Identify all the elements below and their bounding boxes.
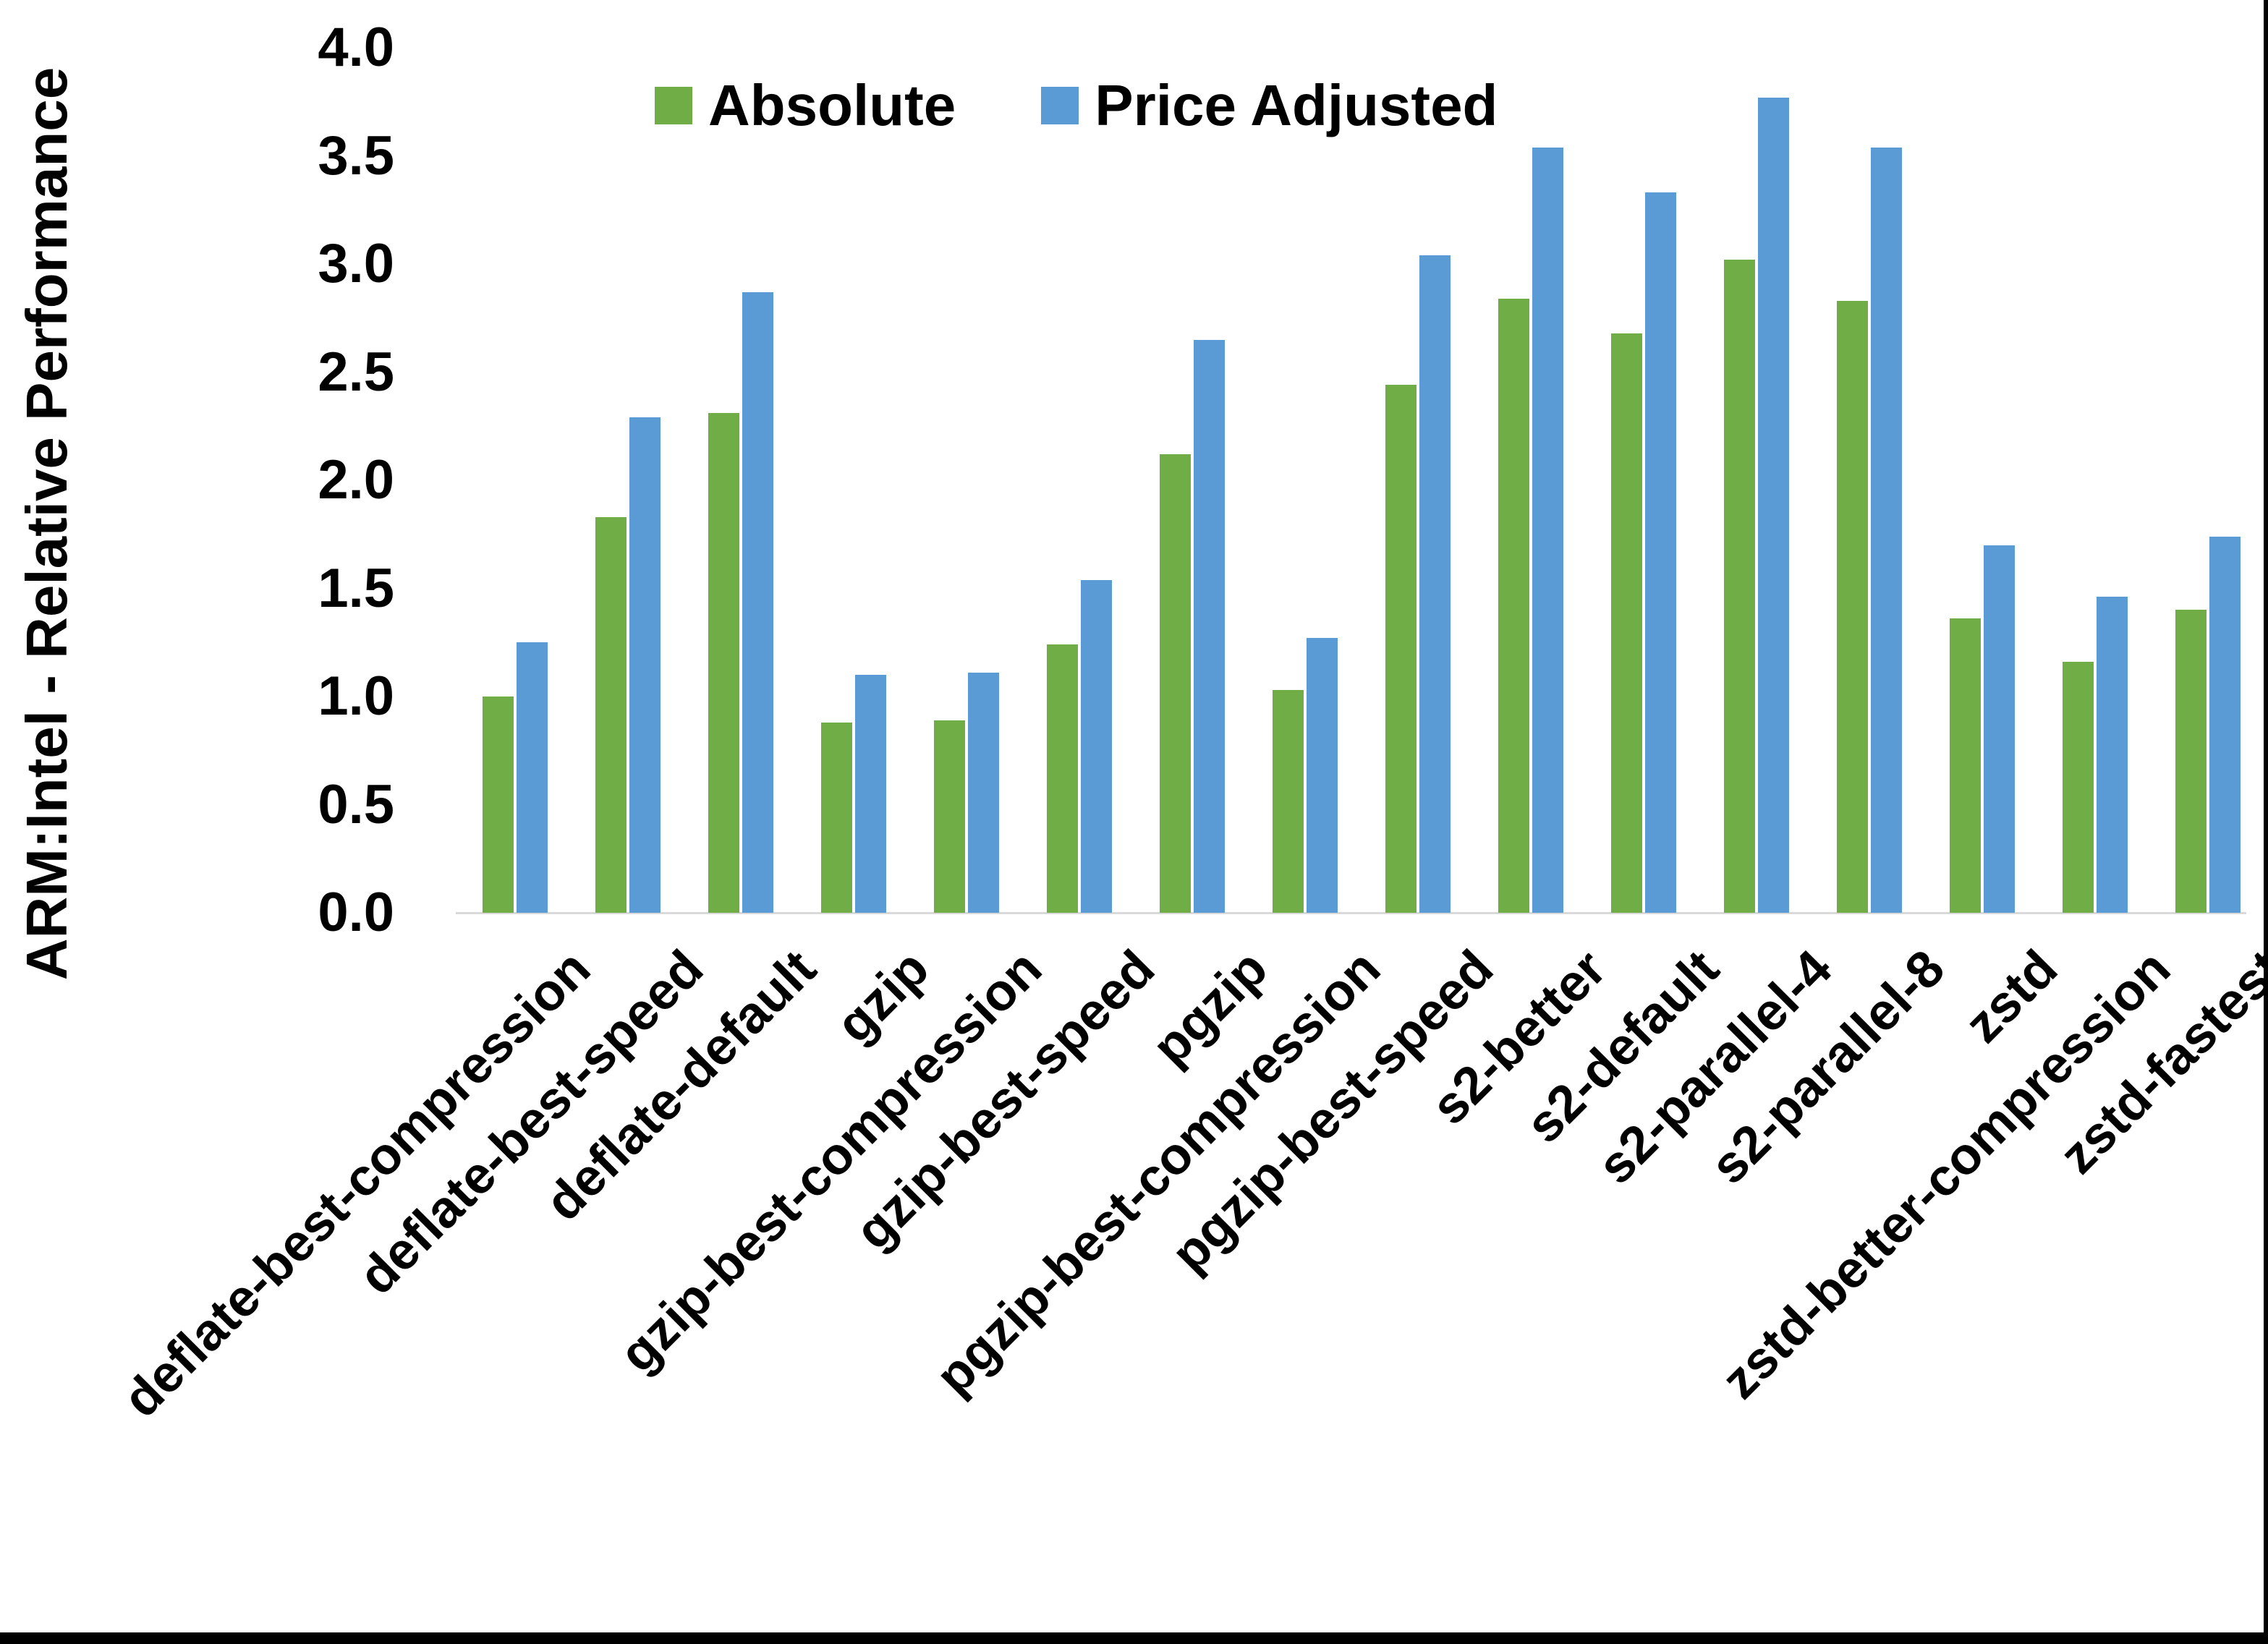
bar-price-adjusted-deflate-default <box>742 292 773 913</box>
bar-absolute-zstd-fastest <box>2175 610 2207 913</box>
bar-absolute-deflate-best-speed <box>595 517 627 913</box>
bar-absolute-gzip-best-compression <box>934 720 965 913</box>
bar-price-adjusted-zstd-fastest <box>2209 537 2241 913</box>
bar-price-adjusted-gzip-best-compression <box>968 673 999 913</box>
bar-absolute-gzip-best-speed <box>1047 644 1078 913</box>
bar-absolute-pgzip <box>1160 454 1191 913</box>
legend-swatch-price-adjusted-icon <box>1041 87 1079 124</box>
bar-price-adjusted-gzip <box>855 675 886 913</box>
x-axis-line <box>456 912 2246 914</box>
bar-price-adjusted-deflate-best-speed <box>629 417 661 913</box>
bar-price-adjusted-pgzip <box>1194 340 1225 913</box>
bar-price-adjusted-pgzip-best-compression <box>1307 638 1338 913</box>
bar-price-adjusted-s2-parallel-8 <box>1871 148 1902 913</box>
bar-price-adjusted-pgzip-best-speed <box>1419 255 1451 913</box>
bar-price-adjusted-zstd <box>1984 545 2015 913</box>
y-tick-label-1.5: 1.5 <box>318 557 394 619</box>
bar-absolute-s2-parallel-8 <box>1837 301 1868 913</box>
bar-absolute-gzip <box>821 723 852 913</box>
bar-absolute-deflate-default <box>708 413 739 913</box>
y-tick-label-1.0: 1.0 <box>318 665 394 727</box>
bar-price-adjusted-s2-better <box>1532 148 1563 913</box>
bar-price-adjusted-s2-default <box>1645 192 1676 913</box>
y-tick-label-0.0: 0.0 <box>318 882 394 943</box>
y-tick-label-2.5: 2.5 <box>318 341 394 403</box>
legend-item-price-adjusted: Price Adjusted <box>1041 71 1498 140</box>
legend-item-absolute: Absolute <box>655 71 956 140</box>
y-tick-label-4.0: 4.0 <box>318 17 394 78</box>
bar-price-adjusted-zstd-better-compression <box>2097 597 2128 913</box>
bar-price-adjusted-gzip-best-speed <box>1081 580 1112 913</box>
bar-absolute-s2-default <box>1611 333 1642 913</box>
legend-swatch-absolute-icon <box>655 87 692 124</box>
bar-absolute-s2-parallel-4 <box>1724 260 1755 913</box>
legend-label-price-adjusted: Price Adjusted <box>1095 73 1498 137</box>
y-tick-label-3.0: 3.0 <box>318 233 394 294</box>
bar-absolute-zstd <box>1950 618 1981 913</box>
bar-absolute-zstd-better-compression <box>2063 662 2094 913</box>
y-axis-title: ARM:Intel - Relative Performance <box>14 67 79 981</box>
bar-absolute-pgzip-best-compression <box>1273 690 1304 913</box>
y-tick-label-3.5: 3.5 <box>318 124 394 187</box>
y-tick-label-2.0: 2.0 <box>318 449 394 511</box>
bar-absolute-s2-better <box>1498 299 1529 913</box>
chart-legend: Absolute Price Adjusted <box>655 71 1498 140</box>
y-tick-label-0.5: 0.5 <box>318 773 394 835</box>
bar-absolute-pgzip-best-speed <box>1385 385 1417 913</box>
bar-price-adjusted-deflate-best-compression <box>517 642 548 913</box>
legend-label-absolute: Absolute <box>708 73 956 137</box>
bar-absolute-deflate-best-compression <box>483 697 514 913</box>
bar-price-adjusted-s2-parallel-4 <box>1758 98 1789 913</box>
